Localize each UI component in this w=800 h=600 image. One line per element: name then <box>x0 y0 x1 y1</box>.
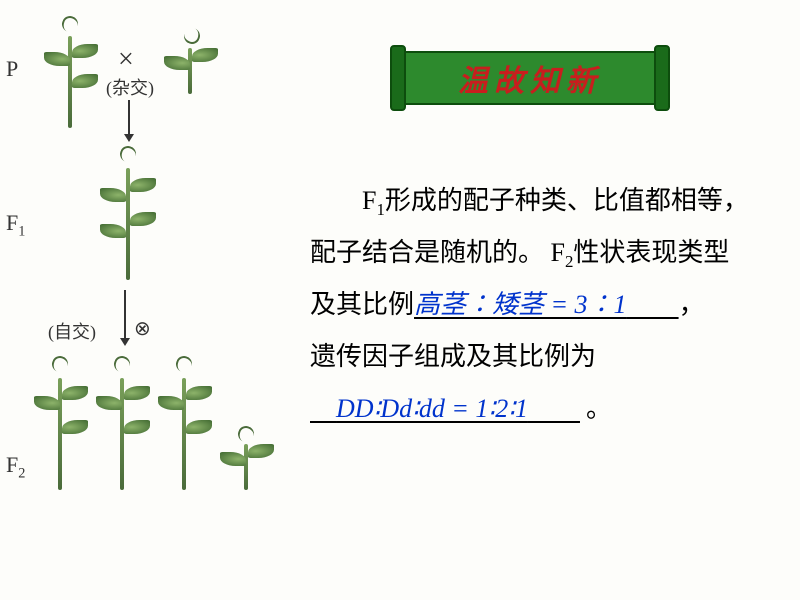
label-F2: F2 <box>6 452 25 482</box>
label-F1: F1 <box>6 210 25 240</box>
plant-F2-3 <box>164 360 204 490</box>
t1b: 形成的配子种类、比值都相等， <box>385 186 749 215</box>
plant-P-tall <box>50 20 90 128</box>
t3a: 及其比例 <box>310 290 414 319</box>
f2-letter: F <box>6 452 18 477</box>
plant-F2-1 <box>40 360 80 490</box>
self-symbol: ⊗ <box>134 316 151 341</box>
blank-phenotype-ratio: 高茎∶矮茎 = 3∶1 <box>414 290 627 319</box>
arrow-to-f1 <box>128 100 130 140</box>
title-banner: 温故知新 <box>390 45 670 111</box>
f1-letter: F <box>6 210 18 235</box>
label-P: P <box>6 56 18 82</box>
banner-text: 温故知新 <box>458 56 602 100</box>
t2a: 配子结合是随机的。 F <box>310 238 565 267</box>
t1s: 1 <box>376 200 384 219</box>
blank2-pad-r <box>528 394 580 423</box>
self-label: (自交) <box>48 318 96 344</box>
t1a: F <box>362 186 376 215</box>
t4: 遗传因子组成及其比例为 <box>310 342 596 371</box>
scroll-end-left <box>390 45 406 111</box>
cross-diagram: P × (杂交) F1 (自交) ⊗ F2 <box>0 20 290 560</box>
scroll-end-right <box>654 45 670 111</box>
scroll-body: 温故知新 <box>406 51 654 105</box>
t5b: 。 <box>586 394 612 423</box>
t2b: 性状表现类型 <box>573 238 729 267</box>
blank1-pad <box>627 290 679 319</box>
plant-F2-4-short <box>226 430 266 490</box>
arrow-to-f2 <box>124 290 126 344</box>
blank2-pad-l <box>310 394 336 423</box>
plant-P-short <box>170 34 210 94</box>
f2-sub: 2 <box>18 465 25 481</box>
f1-sub: 1 <box>18 223 25 239</box>
t3b: ， <box>679 290 705 319</box>
plant-F2-2 <box>102 360 142 490</box>
cross-symbol: × <box>118 44 134 76</box>
plant-F1 <box>106 150 150 280</box>
blank-genotype-ratio: DD∶Dd∶dd = 1∶2∶1 <box>336 394 528 423</box>
body-text: F1形成的配子种类、比值都相等， 配子结合是随机的。 F2性状表现类型 及其比例… <box>310 175 790 435</box>
cross-label: (杂交) <box>106 74 154 100</box>
